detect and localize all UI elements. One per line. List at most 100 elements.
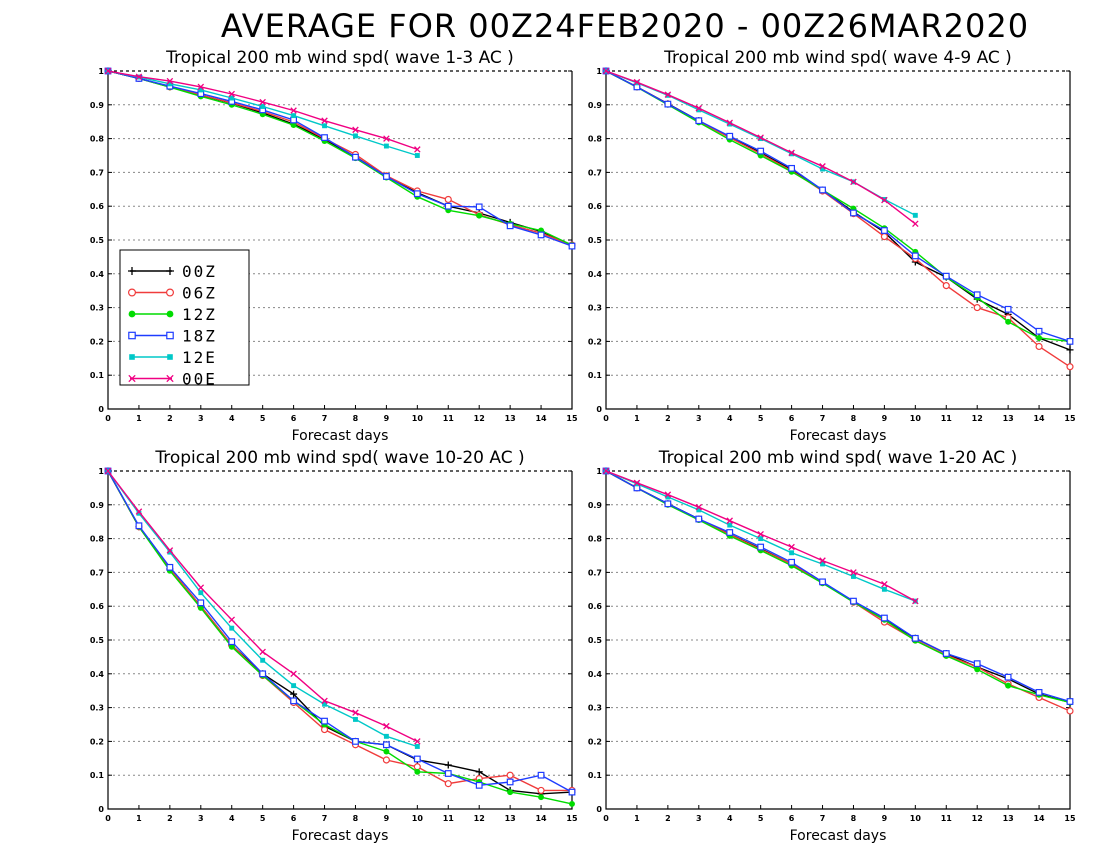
data-point [788, 543, 795, 551]
x-tick-label: 4 [229, 414, 235, 423]
data-point [942, 272, 950, 280]
x-tick-label: 6 [291, 814, 297, 823]
y-tick-label: 1 [596, 467, 602, 476]
data-point [383, 135, 390, 142]
legend-marker [166, 331, 174, 340]
data-point [259, 98, 266, 106]
legend-item-00e: 00E [128, 370, 215, 389]
panel-title: Tropical 200 mb wind spd( wave 4-9 AC ) [663, 48, 1012, 68]
x-tick-label: 10 [910, 814, 922, 823]
legend-marker [166, 267, 174, 275]
x-tick-label: 11 [941, 414, 953, 423]
data-point [383, 741, 390, 749]
data-point [850, 209, 857, 217]
data-point [290, 107, 297, 114]
series-18z [602, 467, 1074, 705]
legend-marker [128, 374, 136, 383]
data-point [1005, 682, 1012, 689]
legend-label: 12E [182, 348, 217, 367]
legend-marker [128, 310, 136, 318]
data-point [568, 788, 576, 796]
data-point [476, 212, 483, 219]
panel-title: Tropical 200 mb wind spd( wave 1-3 AC ) [165, 48, 514, 68]
x-tick-label: 11 [443, 814, 455, 823]
x-tick-label: 0 [603, 414, 609, 423]
data-point [475, 781, 483, 789]
series-line-18z [605, 70, 1071, 343]
data-point [973, 660, 981, 668]
data-point [851, 574, 856, 579]
series-18z [104, 467, 576, 796]
chart-panel-4: Tropical 200 mb wind spd( wave 1-20 AC )… [588, 448, 1076, 844]
series-line-12e [605, 70, 916, 216]
x-tick-label: 5 [260, 814, 266, 823]
data-point [696, 107, 702, 113]
y-tick-label: 0.5 [90, 636, 105, 645]
data-point [912, 212, 918, 218]
x-tick-label: 6 [789, 814, 795, 823]
y-tick-label: 0.6 [90, 202, 105, 211]
data-point [1066, 707, 1074, 715]
legend-item-12z: 12Z [128, 305, 215, 324]
series-line-06z [605, 70, 1071, 368]
data-point [942, 650, 950, 657]
data-point [135, 73, 143, 81]
data-point [414, 768, 421, 775]
data-point [819, 163, 826, 170]
x-tick-label: 7 [820, 814, 826, 823]
data-point [912, 220, 919, 228]
data-point [820, 166, 825, 172]
series-line-06z [107, 70, 573, 246]
series-line-06z [107, 470, 572, 792]
series-line-00z [107, 70, 573, 246]
y-tick-label: 0 [596, 405, 602, 414]
y-tick-label: 0.5 [90, 236, 105, 245]
series-line-18z [107, 70, 573, 247]
series-00e [104, 467, 421, 745]
data-point [228, 616, 235, 623]
y-tick-label: 0.9 [90, 501, 105, 510]
data-point [444, 761, 452, 769]
y-tick-label: 0.9 [588, 101, 603, 110]
x-tick-label: 12 [972, 814, 983, 823]
y-tick-label: 0.3 [90, 704, 104, 713]
series-12z [603, 468, 1073, 706]
data-point [757, 543, 765, 551]
data-point [167, 81, 173, 87]
data-point [1066, 338, 1074, 345]
data-point [259, 648, 266, 656]
y-tick-label: 0.4 [90, 670, 105, 679]
data-point [602, 467, 610, 475]
series-00z [104, 67, 576, 249]
legend-marker [166, 374, 174, 383]
x-tick-label: 4 [727, 414, 733, 423]
data-point [197, 604, 204, 611]
y-tick-label: 0.4 [588, 270, 603, 279]
y-tick-label: 0.4 [90, 270, 105, 279]
data-point [788, 164, 795, 172]
x-tick-label: 5 [758, 414, 764, 423]
data-point [911, 252, 919, 260]
y-tick-label: 0.7 [588, 168, 602, 177]
data-point [1035, 342, 1043, 351]
data-point [353, 133, 358, 139]
data-point [136, 510, 142, 516]
series-00e [104, 67, 421, 153]
x-axis-label: Forecast days [790, 428, 887, 444]
series-12e [105, 468, 420, 749]
legend-marker [129, 354, 135, 360]
y-tick-label: 0.7 [588, 568, 602, 577]
data-point [197, 584, 205, 591]
x-tick-label: 11 [443, 414, 455, 423]
data-point [695, 117, 703, 125]
y-tick-label: 0.2 [90, 337, 104, 346]
x-tick-label: 1 [634, 814, 640, 823]
data-point [758, 536, 764, 542]
data-point [1005, 318, 1012, 325]
data-point [757, 530, 764, 538]
legend-marker [128, 267, 136, 275]
data-point [788, 558, 795, 566]
series-line-00e [605, 70, 916, 225]
data-point [506, 771, 514, 779]
data-point [475, 203, 483, 211]
